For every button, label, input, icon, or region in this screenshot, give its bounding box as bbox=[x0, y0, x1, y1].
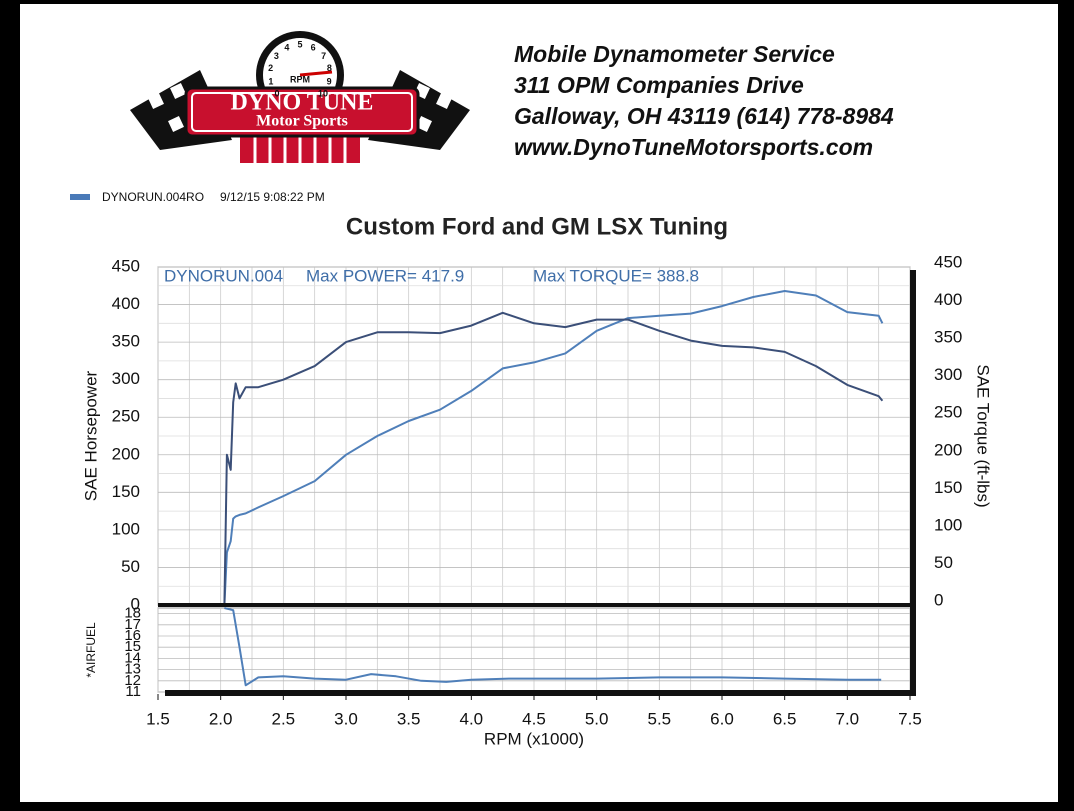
chart-title: Custom Ford and GM LSX Tuning bbox=[346, 213, 728, 240]
address-line: Mobile Dynamometer Service bbox=[514, 41, 835, 67]
x-tick-label: 3.5 bbox=[397, 709, 421, 728]
dial-number: 5 bbox=[297, 39, 302, 49]
y-tick-label: 400 bbox=[112, 294, 140, 313]
y-tick-label: 13 bbox=[124, 661, 141, 678]
y2-tick-label: 200 bbox=[934, 440, 962, 459]
x-tick-label: 7.5 bbox=[898, 709, 922, 728]
run-name: DYNORUN.004RO bbox=[102, 190, 204, 204]
y-tick-label: 150 bbox=[112, 482, 140, 501]
dial-number: 8 bbox=[327, 63, 332, 73]
annotation: DYNORUN.004 bbox=[164, 266, 283, 285]
x-tick-label: 5.5 bbox=[648, 709, 672, 728]
y2-tick-label: 400 bbox=[934, 290, 962, 309]
dial-number: 7 bbox=[321, 51, 326, 61]
y-tick-label: 100 bbox=[112, 519, 140, 538]
y-tick-label: 17 bbox=[124, 616, 141, 633]
plot: 0 50 100 150 200 250 300 350 400 450 0 50 100 150 200 2… bbox=[81, 252, 992, 748]
dial-label: RPM bbox=[290, 74, 310, 84]
x-tick-label: 4.5 bbox=[522, 709, 546, 728]
y-tick-label: 300 bbox=[112, 369, 140, 388]
y-tick-label: 15 bbox=[124, 638, 141, 655]
logo: DYNO TUNE Motor Sports RPM 01 234 5 678 9 10 bbox=[130, 31, 470, 163]
y2-tick-label: 250 bbox=[934, 403, 962, 422]
y-axis-label: *AIRFUEL bbox=[84, 622, 98, 678]
y2-tick-label: 300 bbox=[934, 365, 962, 384]
y-axis-label: SAE Horsepower bbox=[81, 370, 100, 501]
address-line: www.DynoTuneMotorsports.com bbox=[514, 134, 873, 160]
x-tick-label: 3.0 bbox=[334, 709, 358, 728]
y-tick-label: 350 bbox=[112, 332, 140, 351]
y-tick-label: 14 bbox=[124, 649, 141, 666]
dial-number: 6 bbox=[311, 42, 316, 52]
x-tick-label: 7.0 bbox=[836, 709, 860, 728]
y-tick-label: 250 bbox=[112, 407, 140, 426]
x-tick-label: 2.0 bbox=[209, 709, 233, 728]
annotation: Max POWER= 417.9 bbox=[306, 266, 464, 285]
x-tick-label: 5.0 bbox=[585, 709, 609, 728]
dial-number: 9 bbox=[327, 77, 332, 87]
address-line: Galloway, OH 43119 (614) 778-8984 bbox=[514, 103, 894, 129]
dial-number: 0 bbox=[275, 89, 280, 99]
dial-number: 4 bbox=[284, 42, 289, 52]
y-tick-label: 12 bbox=[124, 672, 141, 689]
series-line bbox=[223, 290, 884, 606]
y2-tick-label: 450 bbox=[934, 252, 962, 271]
logo-subtitle: Motor Sports bbox=[256, 113, 348, 130]
y-tick-label: 450 bbox=[112, 256, 140, 275]
y-tick-label: 200 bbox=[112, 444, 140, 463]
y2-axis-label: SAE Torque (ft-lbs) bbox=[974, 364, 993, 507]
x-tick-label: 6.0 bbox=[710, 709, 734, 728]
y-tick-label: 50 bbox=[121, 557, 140, 576]
series-line bbox=[223, 311, 884, 606]
dial-number: 2 bbox=[268, 63, 273, 73]
annotation: Max TORQUE= 388.8 bbox=[533, 266, 699, 285]
y-tick-label: 18 bbox=[124, 605, 141, 622]
dial-numbers: 01 234 5 678 9 10 bbox=[268, 39, 332, 98]
logo-title: DYNO TUNE bbox=[231, 90, 374, 116]
series-line bbox=[224, 607, 882, 687]
x-tick-label: 6.5 bbox=[773, 709, 797, 728]
x-tick-label: 1.5 bbox=[146, 709, 170, 728]
dial-number: 1 bbox=[268, 77, 273, 87]
y2-tick-label: 0 bbox=[934, 590, 943, 609]
y2-tick-label: 50 bbox=[934, 553, 953, 572]
y-tick-label: 16 bbox=[124, 627, 141, 644]
y2-tick-label: 350 bbox=[934, 328, 962, 347]
x-tick-label: 2.5 bbox=[272, 709, 296, 728]
dial-number: 3 bbox=[274, 51, 279, 61]
x-tick-label: 4.0 bbox=[460, 709, 484, 728]
y2-tick-label: 150 bbox=[934, 478, 962, 497]
run-timestamp: 9/12/15 9:08:22 PM bbox=[220, 190, 325, 204]
y-tick-label: 11 bbox=[125, 683, 141, 700]
run-swatch bbox=[70, 194, 90, 200]
dial-number: 10 bbox=[318, 89, 328, 99]
x-axis-label: RPM (x1000) bbox=[484, 729, 584, 748]
y2-tick-label: 100 bbox=[934, 515, 962, 534]
address-line: 311 OPM Companies Drive bbox=[514, 72, 804, 98]
y-tick-label: 0 bbox=[131, 594, 140, 613]
